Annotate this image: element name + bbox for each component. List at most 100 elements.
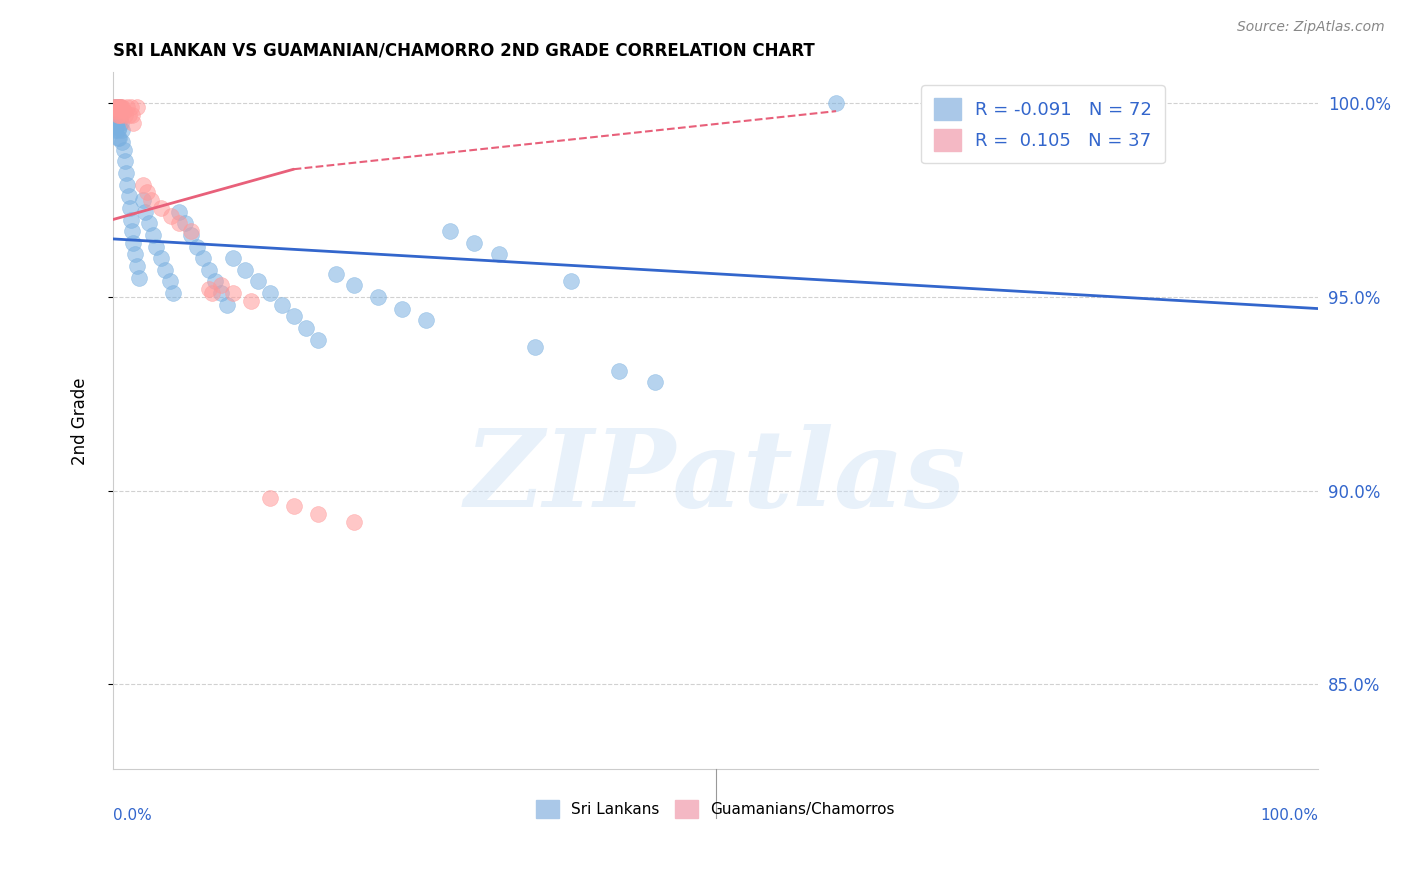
- Point: [110, 104, 132, 119]
- Point: [122, 235, 145, 250]
- Text: SRI LANKAN VS GUAMANIAN/CHAMORRO 2ND GRADE CORRELATION CHART: SRI LANKAN VS GUAMANIAN/CHAMORRO 2ND GRA…: [112, 42, 814, 60]
- Point: [463, 235, 485, 250]
- Point: [105, 104, 128, 119]
- Point: [108, 104, 131, 119]
- Point: [523, 340, 546, 354]
- Text: 0.0%: 0.0%: [112, 807, 152, 822]
- Point: [180, 227, 202, 242]
- Point: [121, 108, 143, 122]
- Point: [103, 108, 125, 122]
- Point: [108, 112, 131, 126]
- Point: [117, 108, 139, 122]
- Text: ZIPatlas: ZIPatlas: [465, 424, 966, 530]
- Point: [132, 193, 155, 207]
- Point: [107, 131, 129, 145]
- Point: [135, 186, 157, 200]
- Point: [307, 333, 329, 347]
- Point: [560, 275, 582, 289]
- Point: [209, 286, 232, 301]
- Point: [134, 204, 156, 219]
- Point: [115, 166, 138, 180]
- Point: [201, 286, 224, 301]
- Text: 100.0%: 100.0%: [1260, 807, 1319, 822]
- Point: [270, 298, 292, 312]
- Point: [125, 259, 148, 273]
- Point: [118, 201, 141, 215]
- Point: [325, 267, 347, 281]
- Point: [125, 100, 148, 114]
- Point: [294, 321, 316, 335]
- Point: [145, 240, 167, 254]
- Point: [104, 123, 127, 137]
- Point: [246, 275, 269, 289]
- Point: [108, 120, 131, 134]
- Point: [110, 100, 132, 114]
- Point: [307, 507, 329, 521]
- Point: [391, 301, 413, 316]
- Point: [110, 108, 132, 122]
- Point: [107, 108, 129, 122]
- Point: [186, 240, 208, 254]
- Point: [108, 100, 131, 114]
- Point: [138, 216, 160, 230]
- Point: [240, 293, 263, 308]
- Point: [159, 209, 181, 223]
- Point: [104, 100, 127, 114]
- Point: [259, 491, 281, 506]
- Point: [117, 178, 139, 192]
- Point: [283, 310, 305, 324]
- Point: [439, 224, 461, 238]
- Point: [120, 212, 142, 227]
- Point: [222, 286, 245, 301]
- Point: [367, 290, 389, 304]
- Point: [108, 131, 131, 145]
- Point: [644, 375, 666, 389]
- Point: [108, 100, 131, 114]
- Point: [217, 298, 239, 312]
- Point: [117, 189, 139, 203]
- Point: [259, 286, 281, 301]
- Point: [111, 100, 134, 114]
- Point: [153, 263, 176, 277]
- Point: [174, 216, 197, 230]
- Point: [112, 104, 135, 119]
- Point: [488, 247, 510, 261]
- Y-axis label: 2nd Grade: 2nd Grade: [72, 377, 89, 465]
- Point: [825, 96, 848, 111]
- Point: [198, 263, 221, 277]
- Point: [198, 282, 221, 296]
- Point: [343, 278, 366, 293]
- Point: [112, 143, 135, 157]
- Point: [108, 108, 131, 122]
- Point: [180, 224, 202, 238]
- Legend: Sri Lankans, Guamanians/Chamorros: Sri Lankans, Guamanians/Chamorros: [530, 794, 901, 824]
- Point: [114, 108, 136, 122]
- Point: [343, 515, 366, 529]
- Point: [108, 100, 131, 114]
- Point: [128, 270, 150, 285]
- Point: [107, 123, 129, 137]
- Point: [209, 278, 232, 293]
- Point: [117, 100, 139, 114]
- Point: [104, 104, 127, 119]
- Point: [150, 201, 173, 215]
- Point: [193, 252, 215, 266]
- Point: [167, 204, 190, 219]
- Point: [105, 120, 128, 134]
- Point: [1066, 96, 1088, 111]
- Point: [204, 275, 226, 289]
- Point: [159, 275, 181, 289]
- Point: [141, 193, 163, 207]
- Point: [132, 178, 155, 192]
- Point: [114, 154, 136, 169]
- Point: [235, 263, 257, 277]
- Point: [111, 123, 134, 137]
- Point: [103, 100, 125, 114]
- Point: [607, 363, 630, 377]
- Point: [222, 252, 245, 266]
- Text: Source: ZipAtlas.com: Source: ZipAtlas.com: [1237, 20, 1385, 34]
- Point: [124, 247, 146, 261]
- Point: [120, 100, 142, 114]
- Point: [111, 135, 134, 149]
- Point: [167, 216, 190, 230]
